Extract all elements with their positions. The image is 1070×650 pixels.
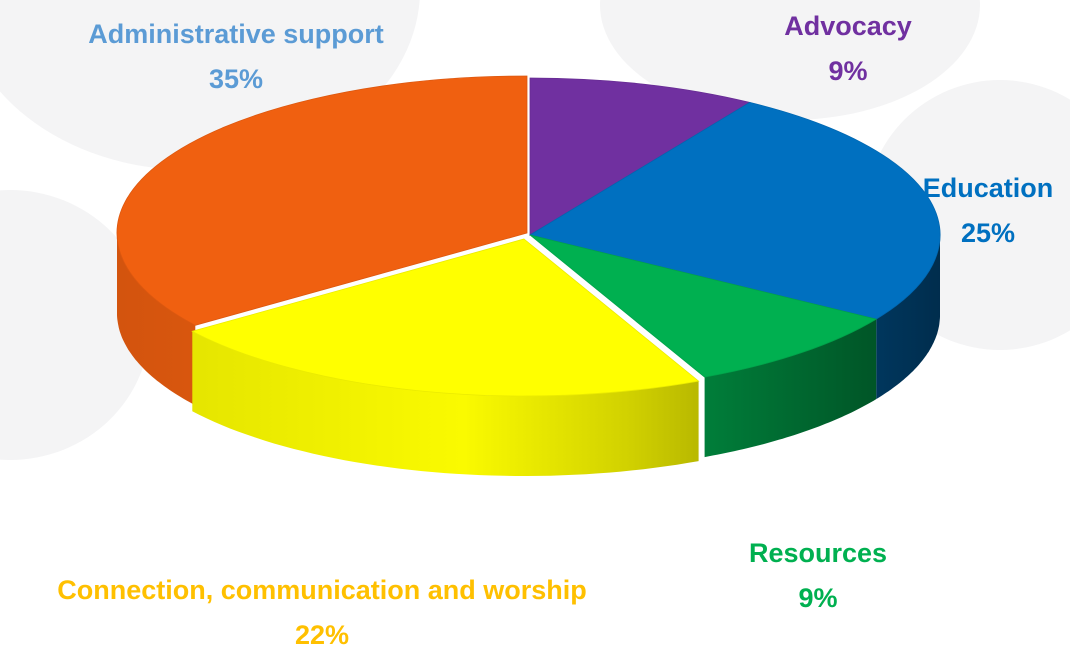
pie-labels: Advocacy 9% Education 25% Resources 9% Connect… (57, 11, 1053, 650)
slice-side-administrative-support (117, 233, 196, 406)
slice-resources (529, 234, 878, 378)
pie-slices (116, 75, 941, 476)
label-advocacy: Advocacy (784, 11, 912, 41)
slice-side-connection-communication-and-worship (192, 331, 699, 476)
label-education: Education (923, 173, 1054, 203)
value-label-administrative-support: 35% (209, 64, 263, 94)
value-label-advocacy: 9% (828, 56, 867, 86)
slice-side-resources (704, 319, 877, 458)
label-administrative-support: Administrative support (88, 19, 384, 49)
slice-side-education (876, 235, 940, 400)
slice-connection-communication-and-worship (191, 238, 700, 397)
label-connection-communication-and-worship: Connection, communication and worship (57, 575, 587, 605)
slice-advocacy (529, 77, 751, 236)
label-resources: Resources (749, 538, 887, 568)
value-label-resources: 9% (798, 583, 837, 613)
slice-administrative-support (116, 75, 528, 326)
slice-education (528, 101, 941, 320)
value-label-education: 25% (961, 218, 1015, 248)
value-label-connection-communication-and-worship: 22% (295, 620, 349, 650)
